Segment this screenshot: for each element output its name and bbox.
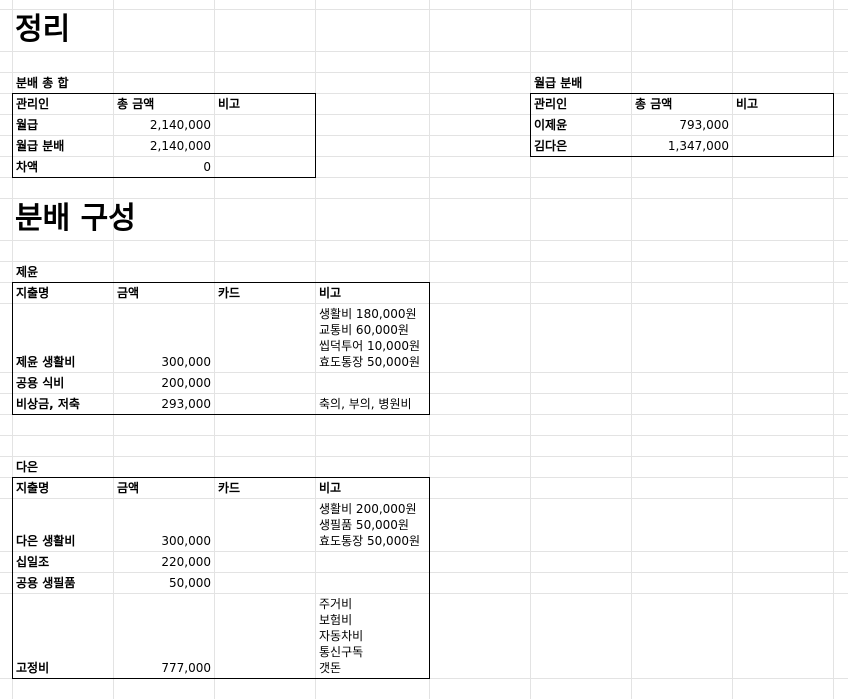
gridline <box>0 135 848 136</box>
table-row-amount[interactable]: 0 <box>203 160 211 174</box>
table-row-amount[interactable]: 300,000 <box>161 355 211 369</box>
gridline <box>631 0 632 699</box>
gridline <box>0 261 848 262</box>
header-note[interactable]: 비고 <box>319 481 342 495</box>
gridline <box>0 93 848 94</box>
table-row-label[interactable]: 비상금, 저축 <box>16 397 80 411</box>
gridline <box>0 114 848 115</box>
table-row-label[interactable]: 월급 분배 <box>16 139 65 153</box>
table-row-label[interactable]: 이제윤 <box>534 118 568 132</box>
header-note[interactable]: 비고 <box>736 97 759 111</box>
daeun-table <box>12 477 430 679</box>
gridline <box>0 456 848 457</box>
table-row-amount[interactable]: 50,000 <box>169 576 211 590</box>
table-row-amount[interactable]: 220,000 <box>161 555 211 569</box>
table-row-amount[interactable]: 793,000 <box>679 118 729 132</box>
gridline <box>0 51 848 52</box>
header-card[interactable]: 카드 <box>218 286 241 300</box>
table-row-label[interactable]: 공용 생필품 <box>16 576 76 590</box>
header-expense-name[interactable]: 지출명 <box>16 481 50 495</box>
gridline <box>0 156 848 157</box>
total-table-caption: 분배 총 합 <box>16 76 69 90</box>
table-row-amount[interactable]: 200,000 <box>161 376 211 390</box>
jeyun-table <box>12 282 430 415</box>
table-row-amount[interactable]: 2,140,000 <box>149 139 211 153</box>
total-table <box>12 93 316 178</box>
header-amount[interactable]: 금액 <box>117 286 140 300</box>
table-row-label[interactable]: 제윤 생활비 <box>16 355 76 369</box>
header-card[interactable]: 카드 <box>218 481 241 495</box>
gridline <box>0 9 848 10</box>
table-row-amount[interactable]: 1,347,000 <box>667 139 729 153</box>
gridline <box>113 0 114 699</box>
table-row-label[interactable]: 다은 생활비 <box>16 534 76 548</box>
gridline <box>0 177 848 178</box>
table-row-note[interactable]: 축의, 부의, 병원비 <box>319 397 412 411</box>
gridline <box>0 372 848 373</box>
table-row-label[interactable]: 공용 식비 <box>16 376 65 390</box>
table-row-amount[interactable]: 777,000 <box>161 661 211 675</box>
table-row-note[interactable]: 생활비 180,000원 교통비 60,000원 씹덕투어 10,000원 효도… <box>319 307 421 369</box>
summary-title: 정리 <box>15 12 71 47</box>
table-row-label[interactable]: 고정비 <box>16 661 50 675</box>
table-row-label[interactable]: 김다은 <box>534 139 568 153</box>
gridline <box>0 240 848 241</box>
salary-table <box>530 93 834 157</box>
table-row-note[interactable]: 주거비 보험비 자동차비 통신구독 갯돈 <box>319 597 364 675</box>
table-row-note[interactable]: 생활비 200,000원 생필품 50,000원 효도통장 50,000원 <box>319 502 421 548</box>
table-row-amount[interactable]: 300,000 <box>161 534 211 548</box>
gridline <box>0 498 848 499</box>
daeun-table-caption: 다은 <box>16 460 39 474</box>
table-row-amount[interactable]: 2,140,000 <box>149 118 211 132</box>
table-row-label[interactable]: 십일조 <box>16 555 50 569</box>
gridline <box>315 0 316 699</box>
salary-table-caption: 월급 분배 <box>534 76 583 90</box>
table-row-label[interactable]: 월급 <box>16 118 39 132</box>
header-total-amount[interactable]: 총 금액 <box>635 97 673 111</box>
gridline <box>0 72 848 73</box>
header-manager[interactable]: 관리인 <box>534 97 568 111</box>
header-note[interactable]: 비고 <box>218 97 241 111</box>
composition-title: 분배 구성 <box>15 201 136 236</box>
jeyun-table-caption: 제윤 <box>16 265 39 279</box>
gridline <box>0 435 848 436</box>
gridline <box>833 0 834 699</box>
header-note[interactable]: 비고 <box>319 286 342 300</box>
table-row-label[interactable]: 차액 <box>16 160 39 174</box>
gridline <box>214 0 215 699</box>
table-row-amount[interactable]: 293,000 <box>161 397 211 411</box>
gridline <box>0 393 848 394</box>
gridline <box>530 0 531 699</box>
gridline <box>0 198 848 199</box>
gridline <box>0 593 848 594</box>
header-manager[interactable]: 관리인 <box>16 97 50 111</box>
header-expense-name[interactable]: 지출명 <box>16 286 50 300</box>
header-amount[interactable]: 금액 <box>117 481 140 495</box>
gridline <box>0 551 848 552</box>
gridline <box>0 303 848 304</box>
header-total-amount[interactable]: 총 금액 <box>117 97 155 111</box>
gridline <box>732 0 733 699</box>
gridline <box>0 572 848 573</box>
